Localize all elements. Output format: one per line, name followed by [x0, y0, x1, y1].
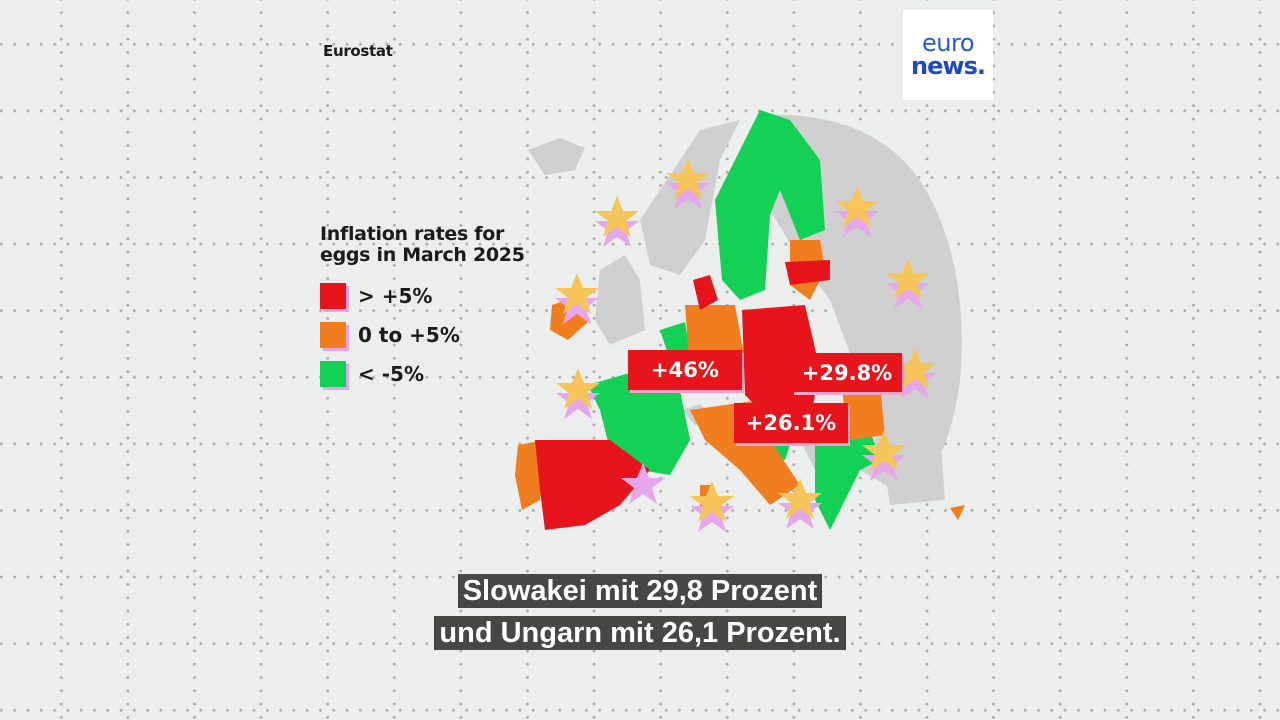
logo-line2: news. [911, 52, 986, 80]
logo-line1: euro [922, 29, 975, 57]
legend-label: > +5% [358, 283, 433, 308]
legend-title: Inflation rates for eggs in March 2025 [320, 224, 525, 266]
sweden-finland [715, 110, 825, 300]
legend-title-line2: eggs in March 2025 [320, 244, 525, 266]
uk [595, 255, 645, 345]
subtitle-line2-wrap: und Ungarn mit 26,1 Prozent. [0, 616, 1280, 650]
legend-swatch-green [320, 360, 346, 387]
legend-item-high: > +5% [320, 276, 525, 315]
legend-title-line1: Inflation rates for [320, 223, 505, 245]
legend-label: < -5% [358, 361, 424, 386]
legend-item-mid: 0 to +5% [320, 315, 525, 354]
callout-slovakia: +29.8% [792, 353, 902, 392]
legend-swatch-red [320, 282, 346, 309]
source-label: Eurostat [323, 42, 393, 60]
romania [840, 380, 885, 440]
cyprus [950, 505, 965, 520]
subtitle-line1: Slowakei mit 29,8 Prozent [457, 574, 823, 608]
callout-czechia: +46% [628, 350, 742, 390]
legend: Inflation rates for eggs in March 2025 >… [320, 224, 525, 393]
legend-item-low: < -5% [320, 354, 525, 393]
callout-hungary: +26.1% [734, 403, 848, 443]
spain [535, 440, 650, 530]
legend-swatch-orange [320, 321, 346, 348]
europe-map [515, 110, 965, 532]
italy [690, 400, 800, 505]
iceland [528, 138, 585, 175]
euronews-logo: euro news. [903, 10, 993, 100]
legend-label: 0 to +5% [358, 322, 460, 347]
latvia [785, 260, 830, 285]
denmark [693, 275, 718, 310]
subtitle-line1-wrap: Slowakei mit 29,8 Prozent [0, 574, 1280, 608]
subtitle-line2: und Ungarn mit 26,1 Prozent. [434, 616, 846, 650]
